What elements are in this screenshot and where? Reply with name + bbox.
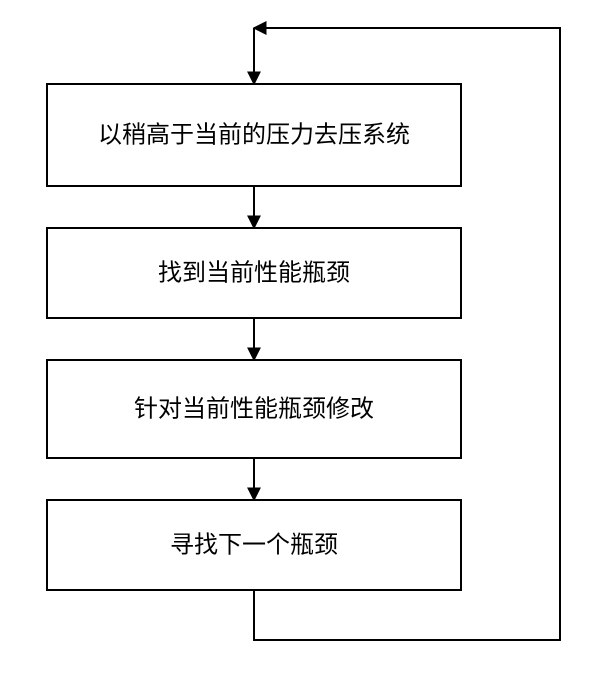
flow-node-n1: 以稍高于当前的压力去压系统 [47, 84, 461, 186]
flow-node-label: 寻找下一个瓶颈 [170, 532, 338, 559]
flow-node-n2: 找到当前性能瓶颈 [47, 228, 461, 318]
flow-node-label: 找到当前性能瓶颈 [158, 260, 350, 287]
flow-node-n3: 针对当前性能瓶颈修改 [47, 360, 461, 458]
flow-node-label: 以稍高于当前的压力去压系统 [98, 122, 410, 149]
flowchart-diagram: 以稍高于当前的压力去压系统找到当前性能瓶颈针对当前性能瓶颈修改寻找下一个瓶颈 [0, 0, 602, 686]
flow-node-label: 针对当前性能瓶颈修改 [134, 396, 374, 423]
flow-node-n4: 寻找下一个瓶颈 [47, 500, 461, 590]
